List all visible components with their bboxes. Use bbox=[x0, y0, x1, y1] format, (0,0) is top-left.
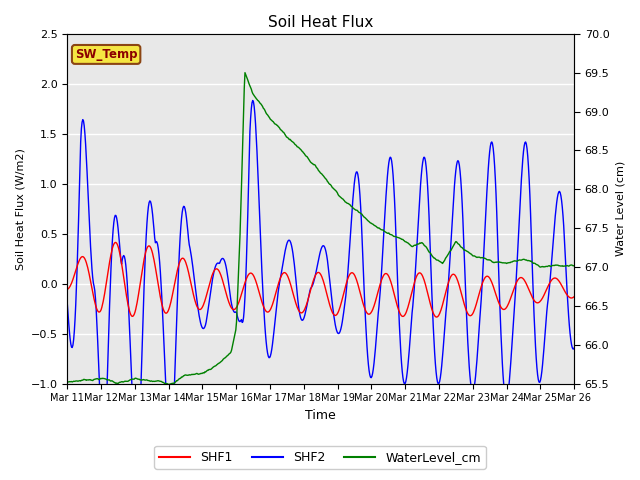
SHF2 bbox=[383, 173, 391, 179]
SHF2 bbox=[72, 284, 80, 290]
SHF1 bbox=[397, 313, 405, 319]
Line: SHF2: SHF2 bbox=[67, 100, 574, 469]
WaterLevel_cm bbox=[177, 375, 185, 381]
Text: SW_Temp: SW_Temp bbox=[75, 48, 138, 61]
WaterLevel_cm bbox=[570, 263, 578, 268]
SHF1 bbox=[383, 271, 390, 276]
SHF2 bbox=[177, 224, 185, 230]
Legend: SHF1, SHF2, WaterLevel_cm: SHF1, SHF2, WaterLevel_cm bbox=[154, 446, 486, 469]
SHF1 bbox=[433, 314, 440, 320]
SHF2 bbox=[570, 345, 578, 351]
WaterLevel_cm bbox=[63, 379, 71, 385]
WaterLevel_cm bbox=[204, 367, 211, 373]
SHF2 bbox=[398, 369, 406, 374]
SHF1 bbox=[177, 257, 185, 263]
WaterLevel_cm bbox=[165, 382, 173, 387]
SHF2 bbox=[63, 300, 71, 306]
Y-axis label: Soil Heat Flux (W/m2): Soil Heat Flux (W/m2) bbox=[15, 148, 25, 270]
WaterLevel_cm bbox=[398, 237, 406, 242]
WaterLevel_cm bbox=[383, 230, 391, 236]
SHF1 bbox=[111, 240, 119, 245]
SHF2 bbox=[249, 97, 257, 103]
SHF1 bbox=[204, 288, 211, 294]
WaterLevel_cm bbox=[241, 70, 249, 75]
Line: SHF1: SHF1 bbox=[67, 242, 574, 317]
X-axis label: Time: Time bbox=[305, 409, 336, 422]
Line: WaterLevel_cm: WaterLevel_cm bbox=[67, 72, 574, 384]
SHF2 bbox=[204, 310, 211, 316]
SHF2 bbox=[133, 467, 141, 472]
Title: Soil Heat Flux: Soil Heat Flux bbox=[268, 15, 374, 30]
SHF2 bbox=[125, 305, 132, 311]
SHF1 bbox=[125, 308, 133, 313]
SHF1 bbox=[570, 294, 578, 300]
SHF1 bbox=[72, 265, 80, 271]
WaterLevel_cm bbox=[72, 378, 80, 384]
SHF1 bbox=[63, 287, 71, 292]
WaterLevel_cm bbox=[125, 378, 132, 384]
Y-axis label: Water Level (cm): Water Level (cm) bbox=[615, 161, 625, 256]
